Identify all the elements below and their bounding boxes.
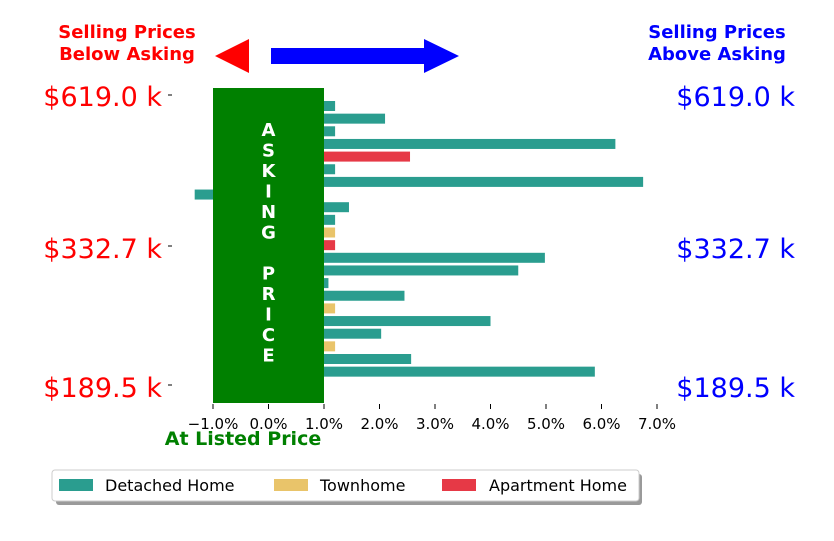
legend-label-townhome: Townhome — [319, 476, 405, 495]
legend-swatch-apartment — [442, 479, 476, 491]
price-label-right-top: $619.0 k — [676, 82, 795, 113]
asking-price-band — [213, 88, 324, 403]
x-tick-label: 3.0% — [416, 415, 454, 433]
header-right-line2: Above Asking — [648, 44, 786, 65]
x-tick-label: 5.0% — [527, 415, 565, 433]
header-right-line1: Selling Prices — [648, 22, 785, 43]
bar-detached-home — [194, 189, 213, 200]
asking-letter: I — [265, 182, 272, 203]
bar-detached-home — [324, 113, 386, 124]
bar-detached-home — [324, 214, 336, 225]
bar-townhome — [324, 341, 336, 352]
bar-detached-home — [324, 366, 595, 377]
bar-townhome — [324, 303, 336, 314]
bar-detached-home — [324, 278, 329, 289]
legend-swatch-detached — [59, 479, 93, 491]
asking-letter: P — [262, 264, 275, 285]
bar-detached-home — [324, 290, 405, 301]
x-tick-label: −1.0% — [188, 415, 239, 433]
x-axis-label: At Listed Price — [165, 428, 321, 450]
x-tick-label: 4.0% — [471, 415, 509, 433]
bar-detached-home — [324, 101, 336, 111]
asking-letter: R — [262, 284, 276, 305]
asking-letter: N — [261, 202, 276, 223]
asking-letter: I — [265, 305, 272, 326]
price-label-left-mid: $332.7 k — [43, 234, 162, 265]
asking-letter: K — [262, 161, 277, 182]
legend-label-detached: Detached Home — [105, 476, 235, 495]
asking-letter: G — [261, 223, 276, 244]
bar-detached-home — [324, 252, 545, 263]
x-tick-label: 0.0% — [249, 415, 287, 433]
x-tick-label: 1.0% — [305, 415, 343, 433]
legend-label-apartment: Apartment Home — [489, 476, 627, 495]
x-axis-ticks: −1.0% 0.0% 1.0% 2.0% 3.0% 4.0% 5.0% 6.0% 7.0% — [188, 404, 676, 433]
price-label-right-bottom: $189.5 k — [676, 373, 795, 404]
bar-detached-home — [324, 354, 412, 364]
left-arrow-icon — [215, 39, 249, 73]
bar-apartment-home — [324, 151, 411, 162]
bar-apartment-home — [324, 240, 336, 251]
price-label-left-top: $619.0 k — [43, 82, 162, 113]
price-label-right-mid: $332.7 k — [676, 234, 795, 265]
asking-letter: C — [262, 325, 275, 346]
bar-detached-home — [324, 202, 349, 213]
bar-detached-home — [324, 176, 644, 187]
asking-letter: E — [262, 346, 274, 367]
bar-townhome — [324, 227, 336, 238]
legend-box — [51, 469, 640, 502]
bars-group — [194, 101, 644, 377]
bar-detached-home — [324, 138, 616, 149]
bar-detached-home — [324, 316, 491, 327]
x-tick-label: 6.0% — [582, 415, 620, 433]
asking-letter: S — [262, 141, 275, 162]
bar-detached-home — [324, 265, 519, 276]
legend: Detached Home Townhome Apartment Home — [51, 469, 642, 505]
bar-detached-home — [324, 328, 382, 339]
legend-swatch-townhome — [274, 479, 308, 491]
price-label-left-bottom: $189.5 k — [43, 373, 162, 404]
header-left-line1: Selling Prices — [58, 22, 195, 43]
header-left-line2: Below Asking — [59, 44, 195, 65]
x-tick-label: 2.0% — [360, 415, 398, 433]
bar-detached-home — [324, 164, 336, 175]
asking-letter: A — [262, 120, 276, 141]
bar-detached-home — [324, 126, 336, 137]
x-tick-label: 7.0% — [638, 415, 676, 433]
right-arrow-icon — [271, 39, 459, 73]
